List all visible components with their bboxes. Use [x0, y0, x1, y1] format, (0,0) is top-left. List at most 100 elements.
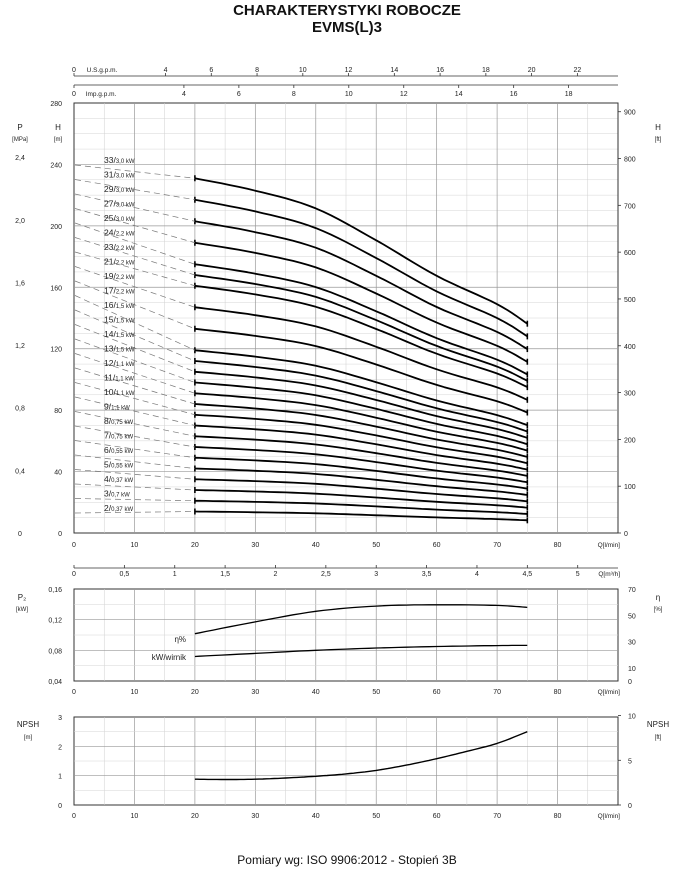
motor-power: 3,0 kW [116, 203, 135, 209]
head-curve-9 [194, 435, 528, 477]
stage-count: 5/ [104, 460, 112, 470]
stage-count: 27/ [104, 199, 116, 209]
usgpm-tick-label: 20 [528, 67, 536, 74]
npsh-y-tick-label: 0 [58, 803, 62, 810]
head-x-tick-label: 60 [433, 542, 441, 549]
head-curve-23 [194, 284, 528, 388]
m3h-tick-label: 5 [576, 571, 580, 578]
impgpm-tick-label: 16 [510, 91, 518, 98]
head-curve-label-14: 14/1,5 kW [104, 329, 135, 339]
head-label-leader [74, 193, 195, 222]
npsh-y-tick-label: 1 [58, 774, 62, 781]
head-label-leader [74, 266, 196, 308]
head-curve-15 [194, 370, 528, 439]
stage-count: 9/ [104, 402, 112, 412]
head-y-tick-label: 120 [50, 347, 62, 354]
head-curve-7 [194, 456, 528, 490]
head-curve-4 [194, 489, 528, 509]
ft-tick-label: 600 [624, 250, 636, 257]
pressure-tick-label: 1,6 [15, 280, 25, 287]
usgpm-tick-label: 22 [573, 67, 581, 74]
motor-power: 1,5 kW [116, 348, 135, 354]
head-label-leader [74, 440, 195, 459]
npsh-x-tick-label: 0 [72, 813, 76, 820]
motor-power: 0,37 kW [111, 478, 133, 484]
npsh-x-tick-label: 60 [433, 813, 441, 820]
head-label-leader [74, 295, 196, 351]
pressure-tick-label: 2,4 [15, 155, 25, 162]
impgpm-tick-label: 10 [345, 91, 353, 98]
head-curve-label-7: 7/0,75 kW [104, 431, 133, 441]
head-x-tick-label: 50 [372, 542, 380, 549]
npsh-ft-axis-unit: [ft] [655, 735, 662, 741]
m3h-tick-label: 0 [72, 571, 76, 578]
ft-tick-label: 800 [624, 157, 636, 164]
motor-power: 3,0 kW [116, 188, 135, 194]
head-label-leader [74, 469, 195, 480]
pressure-axis-unit: [MPa] [12, 137, 28, 143]
usgpm-tick-label: 6 [209, 67, 213, 74]
head-curve-8 [194, 446, 528, 484]
head-curve-label-23: 23/2,2 kW [104, 242, 135, 252]
impgpm-tick-label: 8 [292, 91, 296, 98]
power-x-tick-label: 20 [191, 689, 199, 696]
stage-count: 19/ [104, 271, 116, 281]
motor-power: 1,1 kW [116, 362, 135, 368]
head-curve-label-33: 33/3,0 kW [104, 155, 135, 165]
ft-tick-label: 400 [624, 344, 636, 351]
head-label-leader [74, 208, 195, 244]
impgpm-tick-label: 18 [565, 91, 573, 98]
stage-count: 10/ [104, 387, 116, 397]
npsh-ft-tick-label: 10 [628, 714, 636, 721]
stage-count: 2/ [104, 503, 112, 513]
usgpm-tick-label: 4 [164, 67, 168, 74]
npsh-ft-tick-label: 5 [628, 758, 632, 765]
motor-power: 0,55 kW [111, 449, 133, 455]
head-curve-label-2: 2/0,37 kW [104, 503, 133, 513]
power-x-axis-unit: Q[l/min] [598, 689, 621, 696]
motor-power: 3,0 kW [116, 217, 135, 223]
head-curve-14 [194, 381, 528, 446]
head-curve-29 [194, 220, 528, 350]
footer-note: Pomiary wg: ISO 9906:2012 - Stopień 3B [237, 853, 457, 867]
impgpm-tick-label: 12 [400, 91, 408, 98]
stage-count: 24/ [104, 228, 116, 238]
stage-count: 8/ [104, 416, 112, 426]
usgpm-tick-label: 16 [436, 67, 444, 74]
impgpm-axis-label: Imp.g.p.m. [86, 91, 117, 98]
head-curve-label-25: 25/3,0 kW [104, 213, 135, 223]
motor-power: 0,37 kW [111, 507, 133, 513]
head-y-tick-label: 160 [50, 285, 62, 292]
motor-power: 3,0 kW [116, 159, 135, 165]
ft-tick-label: 900 [624, 110, 636, 117]
m3h-axis-unit: Q[m³/h] [598, 571, 620, 578]
ft-tick-label: 500 [624, 297, 636, 304]
head-label-leader [74, 324, 196, 373]
motor-power: 0,75 kW [111, 420, 133, 426]
head-x-tick-label: 70 [493, 542, 501, 549]
usgpm-tick-label: 18 [482, 67, 490, 74]
head-y-tick-label: 240 [50, 162, 62, 169]
head-curve-label-31: 31/3,0 kW [104, 170, 135, 180]
head-curve-16 [194, 360, 528, 433]
motor-power: 1,1 kW [116, 391, 135, 397]
head-label-leader [74, 222, 196, 265]
head-curve-label-19: 19/2,2 kW [104, 271, 135, 281]
npsh-x-tick-label: 50 [372, 813, 380, 820]
eff-y-tick-label: 0 [628, 679, 632, 686]
m3h-tick-label: 3 [374, 571, 378, 578]
motor-power: 3,0 kW [116, 174, 135, 180]
head-x-tick-label: 20 [191, 542, 199, 549]
motor-power: 2,2 kW [116, 246, 135, 252]
m3h-tick-label: 2 [274, 571, 278, 578]
eff-y-tick-label: 10 [628, 666, 636, 673]
eff-y-axis-unit: [%] [654, 607, 663, 613]
power-x-tick-label: 70 [493, 689, 501, 696]
ft-axis-label: H [655, 123, 661, 132]
head-label-leader [74, 411, 195, 437]
head-curve-label-11: 11/1,1 kW [104, 373, 134, 383]
npsh-x-tick-label: 80 [554, 813, 562, 820]
head-label-leader [74, 511, 195, 514]
head-label-leader [74, 454, 195, 469]
head-label-leader [74, 483, 195, 491]
